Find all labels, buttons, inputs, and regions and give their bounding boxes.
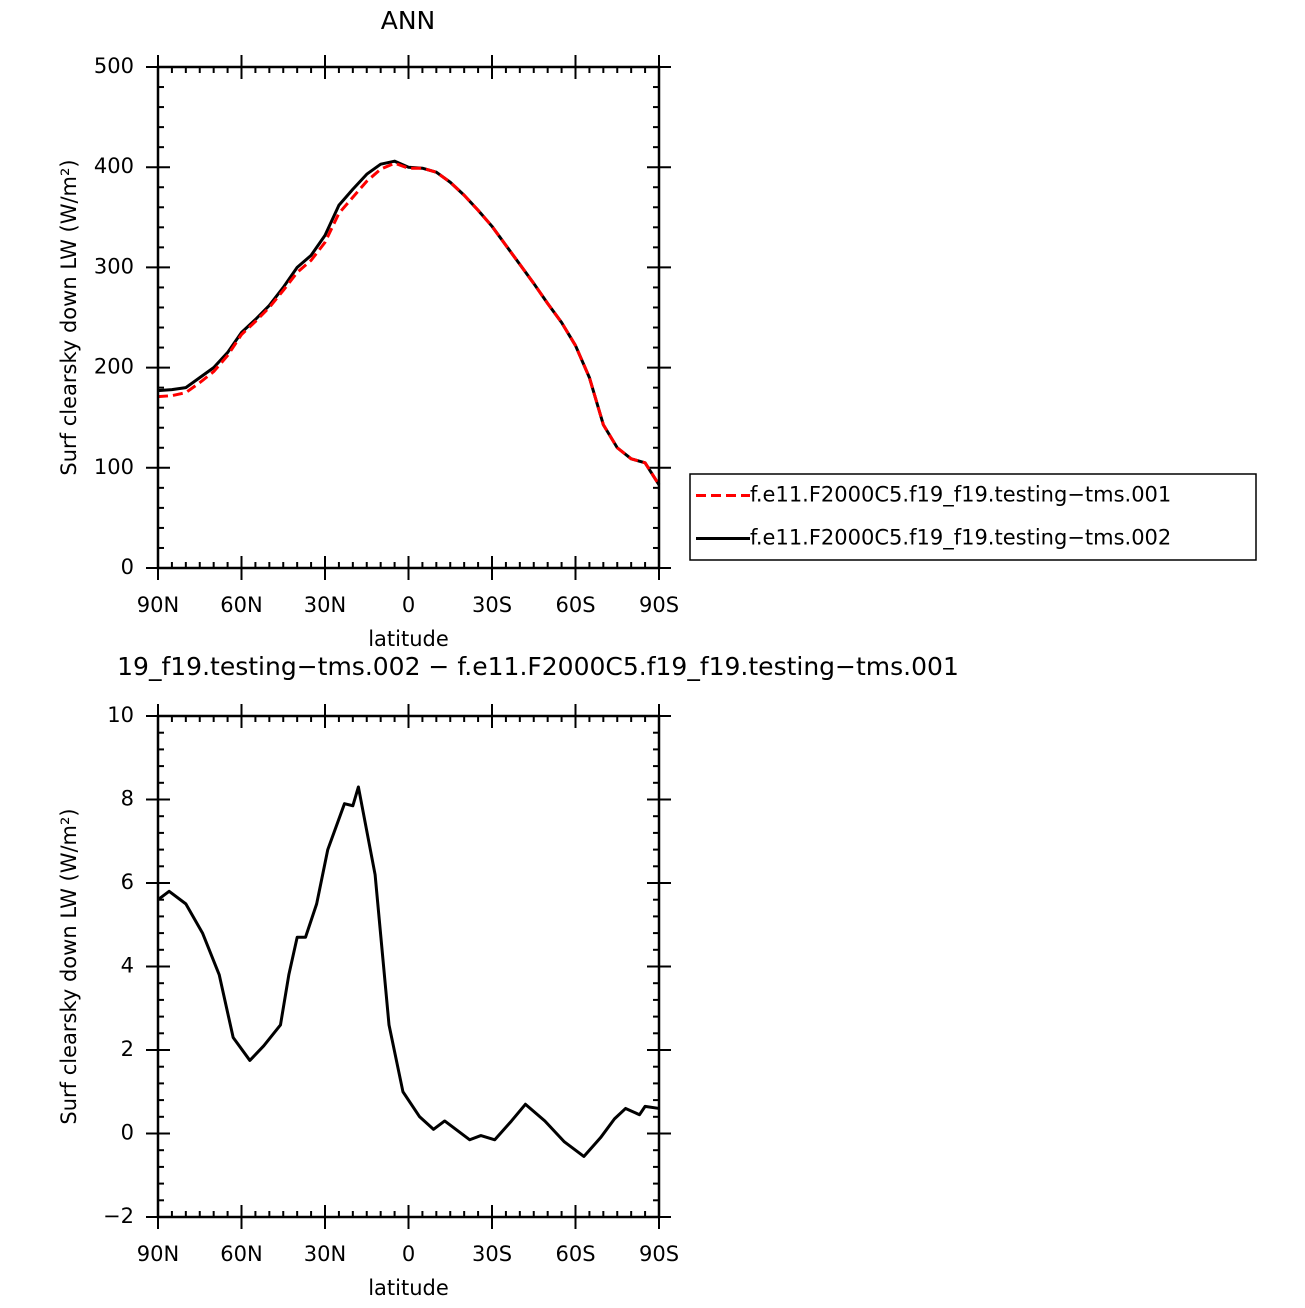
x-tick-label: 30S: [472, 1242, 512, 1266]
legend-box: [689, 473, 1257, 561]
x-tick-label: 60S: [555, 593, 595, 617]
x-tick-label: 60N: [220, 593, 262, 617]
x-tick-label: 0: [402, 593, 415, 617]
y-tick-label: 2: [121, 1037, 134, 1061]
x-tick-label: 30N: [304, 593, 346, 617]
x-tick-label: 90N: [137, 593, 179, 617]
x-tick-label: 60N: [220, 1242, 262, 1266]
series-line: [157, 161, 661, 486]
y-tick-label: 100: [94, 455, 134, 479]
legend-label: f.e11.F2000C5.f19_f19.testing−tms.001: [750, 483, 1171, 508]
chart-title: 19_f19.testing−tms.002 − f.e11.F2000C5.f…: [117, 652, 959, 681]
y-axis-label: Surf clearsky down LW (W/m²): [57, 808, 81, 1124]
chart-title: ANN: [381, 6, 436, 35]
x-axis-label: latitude: [368, 1276, 449, 1300]
y-tick-label: 0: [121, 555, 134, 579]
y-tick-label: 10: [107, 703, 134, 727]
x-tick-label: 30S: [472, 593, 512, 617]
y-tick-label: 200: [94, 355, 134, 379]
plot-frame: [156, 714, 661, 1219]
series-line: [157, 785, 660, 1158]
y-axis-label: Surf clearsky down LW (W/m²): [57, 159, 81, 475]
y-tick-label: 300: [94, 254, 134, 278]
plot-frame: [156, 65, 661, 570]
y-tick-label: 6: [121, 870, 134, 894]
y-tick-label: 400: [94, 154, 134, 178]
x-tick-label: 0: [402, 1242, 415, 1266]
y-tick-label: 4: [121, 954, 134, 978]
y-tick-label: 500: [94, 54, 134, 78]
x-tick-label: 60S: [555, 1242, 595, 1266]
x-tick-label: 90N: [137, 1242, 179, 1266]
series-line: [157, 159, 661, 486]
x-tick-label: 30N: [304, 1242, 346, 1266]
y-tick-label: 8: [121, 787, 134, 811]
x-tick-label: 90S: [639, 593, 679, 617]
x-tick-label: 90S: [639, 1242, 679, 1266]
y-tick-label: 0: [121, 1121, 134, 1145]
x-axis-label: latitude: [368, 627, 449, 651]
legend-label: f.e11.F2000C5.f19_f19.testing−tms.002: [750, 526, 1171, 551]
y-tick-label: −2: [103, 1204, 134, 1228]
